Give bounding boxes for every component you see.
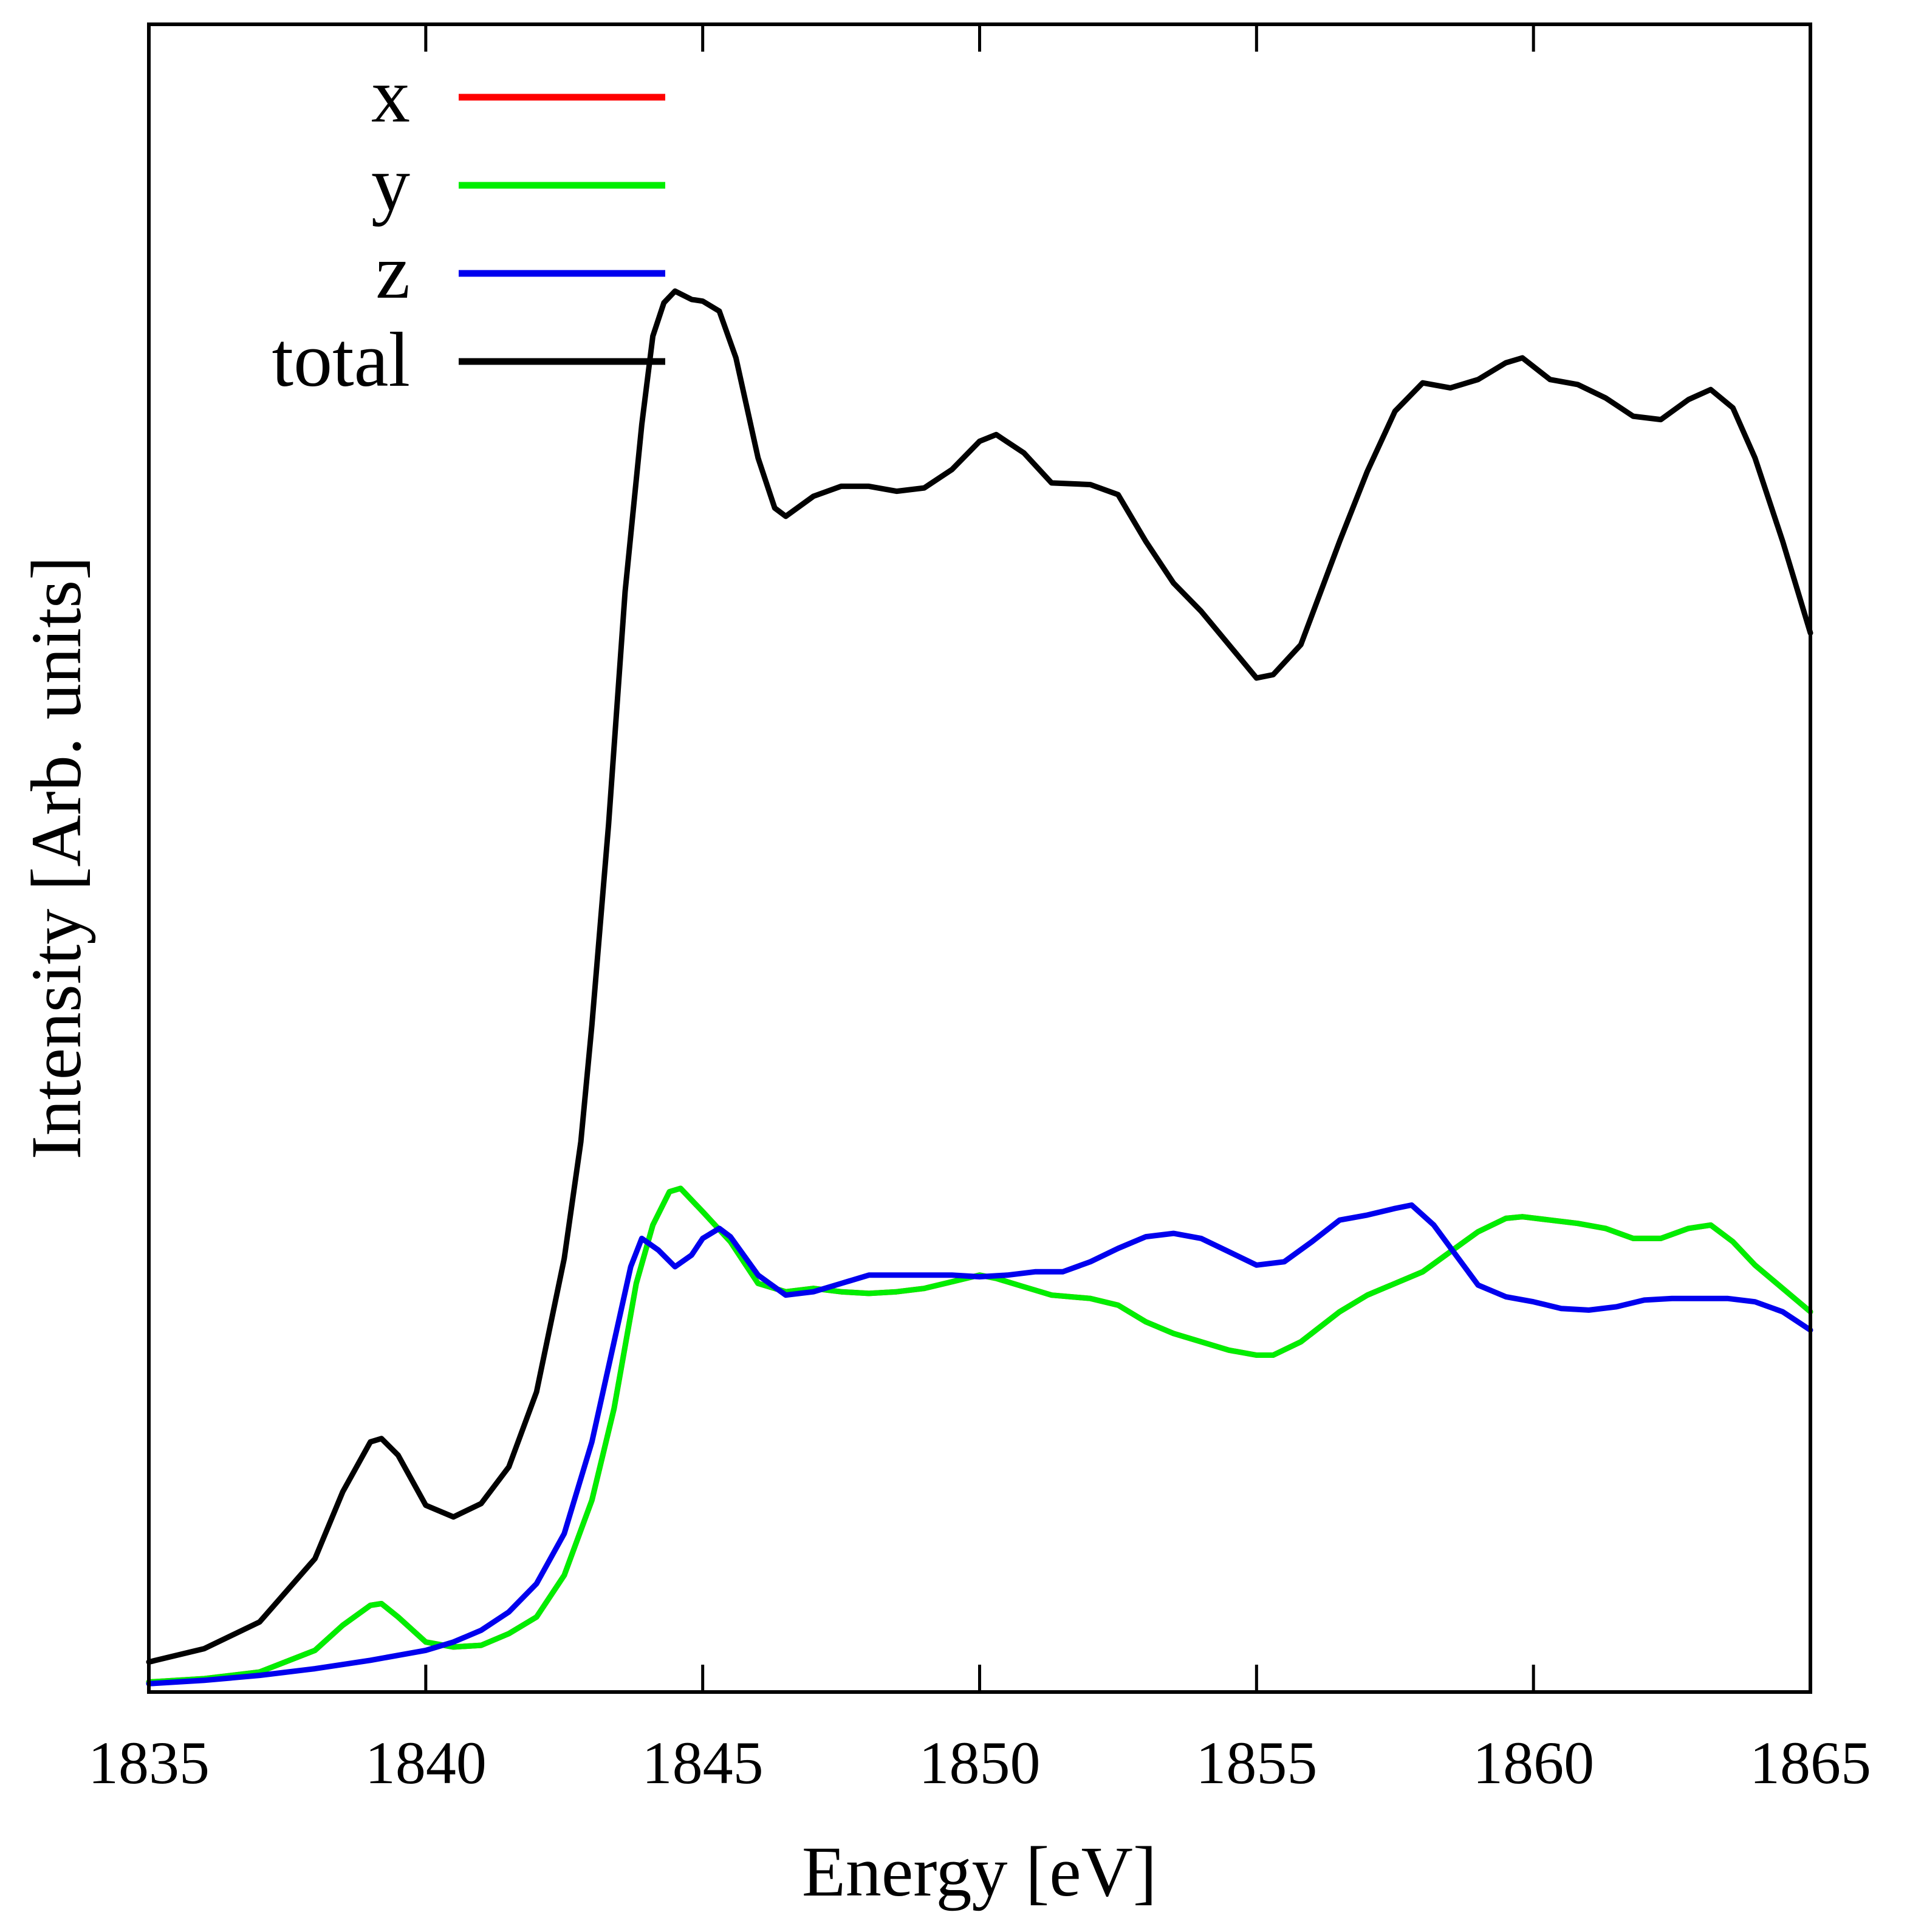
- legend-label-total: total: [272, 317, 411, 403]
- x-tick-label-1845: 1845: [642, 1729, 764, 1797]
- legend-label-x: x: [371, 52, 410, 139]
- x-axis-ticks: [147, 24, 1812, 1692]
- x-tick-label-1850: 1850: [919, 1729, 1041, 1797]
- legend-label-y: y: [371, 140, 410, 227]
- x-axis-title: Energy [eV]: [802, 1832, 1157, 1911]
- y-axis-title: Intensity [Arb. units]: [16, 556, 96, 1159]
- x-tick-label-1860: 1860: [1473, 1729, 1594, 1797]
- series-line-z: [146, 1202, 1813, 1687]
- x-tick-label-1855: 1855: [1196, 1729, 1317, 1797]
- legend-label-z: z: [375, 228, 410, 315]
- x-tick-label-1835: 1835: [88, 1729, 210, 1797]
- series-layer: [146, 288, 1813, 1687]
- x-tick-label-1840: 1840: [365, 1729, 487, 1797]
- series-line-total: [146, 288, 1813, 1665]
- x-axis-tick-labels: 1835 1840 1845 1850 1855 1860 1865: [88, 1729, 1871, 1797]
- x-tick-label-1865: 1865: [1750, 1729, 1871, 1797]
